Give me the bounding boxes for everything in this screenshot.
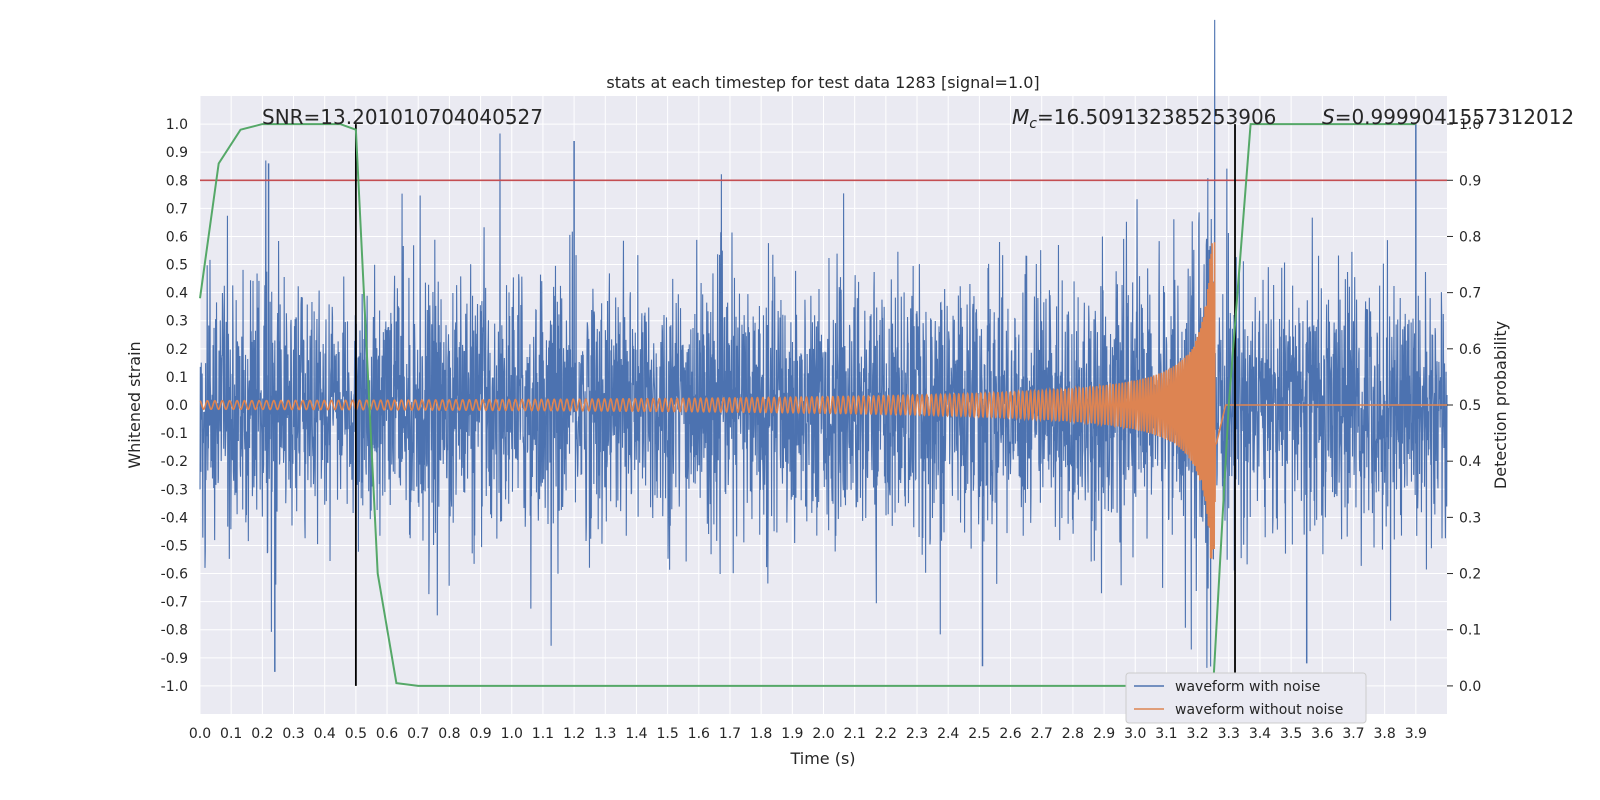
x-tick-label: 3.5 <box>1280 726 1302 742</box>
y-right-tick-label: 0.8 <box>1459 229 1481 245</box>
x-tick-label: 3.9 <box>1405 726 1427 742</box>
y-right-tick-label: 0.7 <box>1459 286 1481 302</box>
y-tick-label: 0.2 <box>166 342 188 358</box>
x-tick-label: 1.4 <box>625 726 647 742</box>
x-tick-label: 3.0 <box>1124 726 1146 742</box>
x-tick-label: 3.6 <box>1311 726 1333 742</box>
legend-label-noise: waveform with noise <box>1175 679 1320 695</box>
x-tick-label: 1.6 <box>688 726 710 742</box>
x-tick-label: 2.0 <box>812 726 834 742</box>
chirp-mass-symbol: M <box>1012 105 1029 129</box>
x-tick-label: 0.2 <box>251 726 273 742</box>
y-tick-label: -0.4 <box>161 510 188 526</box>
x-tick-label: 1.5 <box>656 726 678 742</box>
snr-annotation: SNR=13.201010704040527 <box>262 105 543 129</box>
x-tick-label: 0.3 <box>282 726 304 742</box>
x-tick-label: 1.9 <box>781 726 803 742</box>
y-tick-label: 0.8 <box>166 173 188 189</box>
legend-label-clean: waveform without noise <box>1175 702 1343 718</box>
clean-line <box>199 242 1447 559</box>
x-tick-label: 3.8 <box>1374 726 1396 742</box>
y-right-tick-label: 0.0 <box>1459 679 1481 695</box>
chirp-mass-subscript: c <box>1029 116 1037 132</box>
x-tick-label: 2.3 <box>906 726 928 742</box>
y-tick-label: -0.9 <box>161 651 188 667</box>
waveform-without-noise-series <box>199 242 1447 559</box>
x-tick-label: 0.1 <box>220 726 242 742</box>
x-tick-label: 1.3 <box>594 726 616 742</box>
score-symbol: S <box>1322 105 1335 129</box>
x-tick-label: 2.2 <box>875 726 897 742</box>
x-tick-label: 2.4 <box>937 726 959 742</box>
y-right-tick-label: 0.6 <box>1459 342 1481 358</box>
y-right-tick-label: 0.9 <box>1459 173 1481 189</box>
probability-line <box>199 123 1416 687</box>
y-tick-label: -0.7 <box>161 595 188 611</box>
y-tick-label: 0.3 <box>166 314 188 330</box>
x-tick-label: 2.7 <box>1031 726 1053 742</box>
y-tick-label: 0.7 <box>166 201 188 217</box>
overlay-lines <box>200 124 1447 686</box>
y-tick-label: 0.4 <box>166 286 188 302</box>
x-tick-label: 3.2 <box>1186 726 1208 742</box>
legend-box <box>1125 672 1367 724</box>
y-axis-right-label: Detection probability <box>1491 321 1510 489</box>
y-tick-label: -0.6 <box>161 567 188 583</box>
y-right-tick-label: 1.0 <box>1459 117 1481 133</box>
y-axis-ticks: 1.0 0.9 0.8 0.7 0.6 0.5 0.4 0.3 0.2 0.1 0.0 -0.1 -0.… <box>161 117 188 695</box>
x-tick-label: 0.4 <box>314 726 336 742</box>
x-tick-label: 2.6 <box>999 726 1021 742</box>
x-tick-label: 3.3 <box>1218 726 1240 742</box>
x-tick-label: 2.5 <box>968 726 990 742</box>
y-axis-right-ticks: 1.0 0.9 0.8 0.7 0.6 0.5 0.4 0.3 0.2 0.1 0.0 <box>1447 117 1481 695</box>
y-tick-label: 0.6 <box>166 229 188 245</box>
legend: waveform with noise waveform without noi… <box>1125 672 1367 724</box>
x-axis-ticks: 0.0 0.1 0.2 0.3 0.4 0.5 0.6 0.7 0.8 0.9 1.0 1.1 1.2 1… <box>189 726 1427 742</box>
x-tick-label: 0.6 <box>376 726 398 742</box>
y-tick-label: -0.3 <box>161 482 188 498</box>
chirp-mass-annotation: Mc=16.509132385253906 <box>1012 105 1276 132</box>
y-right-tick-label: 0.1 <box>1459 623 1481 639</box>
y-tick-label: -0.2 <box>161 454 188 470</box>
chart-title: stats at each timestep for test data 128… <box>606 73 1039 92</box>
y-tick-label: -0.1 <box>161 426 188 442</box>
x-tick-label: 0.5 <box>345 726 367 742</box>
y-tick-label: 1.0 <box>166 117 188 133</box>
y-right-tick-label: 0.3 <box>1459 510 1481 526</box>
x-tick-label: 2.8 <box>1062 726 1084 742</box>
x-tick-label: 2.1 <box>844 726 866 742</box>
x-tick-label: 1.0 <box>501 726 523 742</box>
y-tick-label: 0.9 <box>166 145 188 161</box>
waveform-with-noise-series <box>199 19 1448 672</box>
x-tick-label: 1.2 <box>563 726 585 742</box>
y-tick-label: -0.5 <box>161 538 188 554</box>
detection-probability-series <box>199 123 1416 687</box>
y-axis-label: Whitened strain <box>125 341 144 468</box>
x-tick-label: 1.8 <box>750 726 772 742</box>
x-tick-label: 0.8 <box>438 726 460 742</box>
x-tick-label: 3.4 <box>1249 726 1271 742</box>
y-right-tick-label: 0.4 <box>1459 454 1481 470</box>
y-right-tick-label: 0.2 <box>1459 567 1481 583</box>
noise-line <box>199 19 1448 668</box>
y-tick-label: -1.0 <box>161 679 188 695</box>
y-right-tick-label: 0.5 <box>1459 398 1481 414</box>
x-tick-label: 1.1 <box>532 726 554 742</box>
x-tick-label: 2.9 <box>1093 726 1115 742</box>
x-tick-label: 3.7 <box>1342 726 1364 742</box>
y-tick-label: 0.1 <box>166 370 188 386</box>
y-tick-label: -0.8 <box>161 623 188 639</box>
x-tick-label: 0.7 <box>407 726 429 742</box>
y-tick-label: 0.5 <box>166 258 188 274</box>
x-tick-label: 1.7 <box>719 726 741 742</box>
score-annotation: S=0.9999041557312012 <box>1322 105 1574 129</box>
chirp-mass-value: =16.509132385253906 <box>1037 105 1276 129</box>
score-value: =0.9999041557312012 <box>1335 105 1574 129</box>
x-tick-label: 0.0 <box>189 726 211 742</box>
y-tick-label: 0.0 <box>166 398 188 414</box>
x-tick-label: 3.1 <box>1155 726 1177 742</box>
x-axis-label: Time (s) <box>789 749 855 768</box>
x-tick-label: 0.9 <box>469 726 491 742</box>
